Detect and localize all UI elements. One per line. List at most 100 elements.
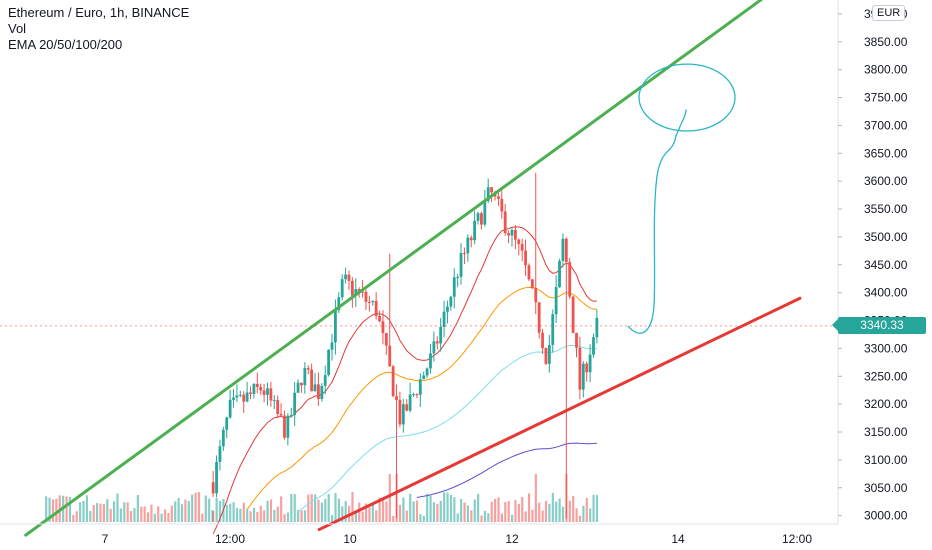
candle-body	[439, 326, 443, 344]
volume-bar	[527, 493, 531, 522]
candle-body	[466, 237, 470, 254]
volume-bar	[585, 497, 588, 522]
price-tick-label: 3200.00	[864, 397, 908, 411]
candle-body	[541, 332, 544, 349]
candle-body	[581, 363, 585, 390]
volume-bar	[371, 502, 374, 522]
candle-body	[232, 397, 235, 400]
volume-bar	[388, 474, 391, 522]
candle-body	[578, 347, 582, 390]
volume-bar	[429, 495, 432, 522]
candle-body	[371, 300, 375, 303]
volume-bar	[487, 513, 490, 522]
candle-body	[456, 276, 460, 278]
projection-drawing[interactable]	[627, 63, 736, 334]
volume-bar	[197, 492, 201, 522]
volume-bar	[143, 506, 146, 522]
candle-body	[418, 379, 422, 395]
volume-bar	[578, 515, 582, 522]
ema-label: EMA 20/50/100/200	[8, 37, 123, 52]
time-axis[interactable]: 7 12:00 10 12 14 12:00	[0, 523, 838, 546]
volume-bar	[187, 501, 190, 522]
candle-body	[293, 392, 297, 416]
volume-bar	[51, 499, 55, 522]
volume-bar	[439, 500, 442, 522]
volume-bar	[320, 502, 324, 522]
volume-bar	[133, 507, 136, 522]
volume-bar	[375, 510, 378, 522]
volume-bar	[568, 500, 571, 522]
candle-body	[500, 198, 504, 212]
trendlines[interactable]	[24, 0, 802, 537]
time-tick-label: 12	[505, 532, 519, 546]
volume-bar	[409, 493, 412, 522]
volume-bar	[146, 512, 150, 522]
volume-bar	[446, 492, 449, 522]
candle-body	[252, 383, 256, 394]
candle-body	[476, 213, 480, 221]
volume-bar	[534, 474, 537, 522]
candle-body	[510, 229, 514, 236]
candle-body	[296, 382, 300, 393]
candle-body	[374, 300, 378, 317]
target-ellipse	[638, 63, 736, 132]
candle-body	[554, 287, 558, 315]
price-tick-label: 3650.00	[864, 146, 908, 160]
candle-body	[483, 201, 487, 225]
volume-bar	[225, 504, 228, 522]
volume-bar	[551, 492, 554, 522]
volume-bar	[129, 510, 133, 522]
volume-bar	[239, 508, 242, 522]
price-tick-label: 3850.00	[864, 35, 908, 49]
volume-bar	[572, 495, 575, 522]
candle-body	[283, 415, 286, 438]
volume-bar	[460, 498, 463, 522]
volume-bar	[327, 493, 330, 522]
volume-bar	[314, 494, 317, 522]
ema-line-ema200	[416, 442, 597, 498]
resistance-trendline	[24, 0, 764, 537]
candle-body	[463, 252, 466, 254]
volume-bar	[538, 502, 541, 522]
candle-body	[534, 288, 538, 303]
candle-body	[592, 337, 595, 355]
volume-bar	[456, 513, 459, 522]
currency-button[interactable]: EUR	[872, 5, 906, 21]
candle-body	[378, 316, 381, 322]
volume-label: Vol	[8, 21, 27, 36]
volume-bar	[483, 510, 487, 522]
ema-line-ema50	[246, 286, 597, 510]
projection-path	[627, 109, 687, 334]
price-tick-label: 3800.00	[864, 63, 908, 77]
candle-body	[507, 233, 510, 236]
volume-bar	[510, 514, 514, 522]
volume-bar	[215, 497, 218, 522]
volume-bar	[463, 502, 466, 522]
volume-bar	[85, 495, 89, 522]
volume-bar	[521, 497, 524, 522]
volume-bar	[150, 504, 153, 522]
volume-bar	[153, 513, 156, 522]
price-tick-label: 3000.00	[864, 509, 908, 523]
volume-bar	[297, 510, 300, 522]
candle-body	[266, 388, 269, 395]
candle-body	[313, 384, 317, 392]
volume-bar	[531, 509, 534, 522]
volume-bar	[123, 502, 126, 522]
candle-body	[401, 404, 405, 425]
volume-bar	[595, 495, 599, 522]
volume-bar	[136, 495, 139, 522]
candle-body	[513, 229, 517, 240]
price-tick-label: 3100.00	[864, 453, 908, 467]
candle-body	[449, 296, 453, 307]
volume-bar	[500, 513, 503, 522]
volume-bar	[68, 496, 72, 522]
time-tick-label: 14	[671, 532, 685, 546]
candle-body	[595, 317, 599, 338]
candle-body	[228, 399, 232, 418]
candle-body	[350, 280, 354, 296]
volume-bar	[79, 502, 82, 522]
volume-bar	[218, 500, 222, 522]
price-axis[interactable]: 3000.00 3050.00 3100.00 3150.00 3200.00 3250.…	[837, 0, 908, 524]
